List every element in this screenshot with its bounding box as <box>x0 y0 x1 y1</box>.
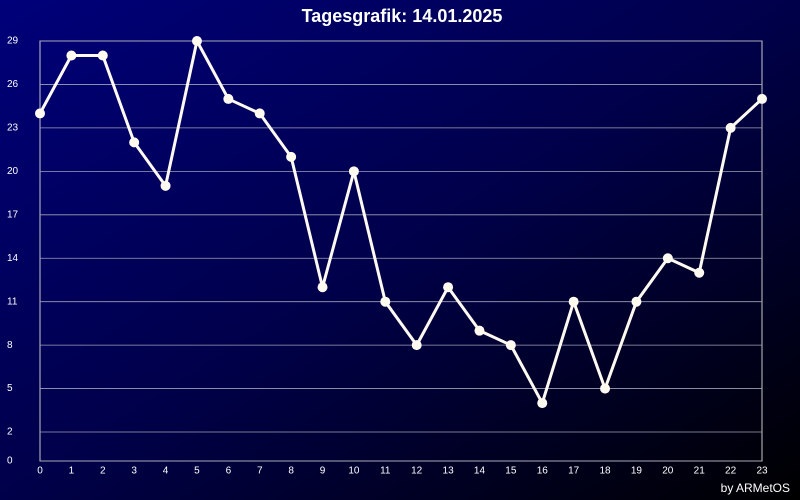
x-tick-label: 12 <box>411 466 423 477</box>
data-point <box>254 108 265 119</box>
x-tick-label: 0 <box>37 466 43 477</box>
data-point <box>631 296 642 307</box>
x-tick-label: 8 <box>288 466 294 477</box>
data-point <box>537 398 548 409</box>
y-tick-label: 5 <box>7 383 13 394</box>
data-point <box>66 50 77 61</box>
y-tick-label: 29 <box>7 36 19 47</box>
data-line <box>38 39 764 405</box>
data-point <box>725 122 736 133</box>
y-tick-label: 14 <box>7 253 19 264</box>
data-point <box>317 282 328 293</box>
data-point <box>286 151 297 162</box>
y-tick-label: 17 <box>7 209 19 220</box>
data-point <box>348 166 359 177</box>
data-point <box>191 36 202 46</box>
y-tick-label: 2 <box>7 427 13 438</box>
data-point <box>223 93 234 104</box>
data-point <box>694 267 705 278</box>
x-tick-label: 21 <box>694 466 706 477</box>
x-tick-label: 13 <box>443 466 455 477</box>
x-tick-label: 17 <box>568 466 580 477</box>
x-tick-label: 5 <box>194 466 200 477</box>
y-tick-label: 11 <box>7 296 18 307</box>
data-point <box>35 108 45 119</box>
data-point <box>474 325 485 336</box>
data-point <box>129 137 140 148</box>
x-tick-label: 22 <box>725 466 737 477</box>
data-point <box>411 340 422 351</box>
x-tick-label: 19 <box>631 466 643 477</box>
x-tick-label: 4 <box>163 466 169 477</box>
credit: by ARMetOS <box>721 481 790 495</box>
y-tick-label: 8 <box>7 340 13 351</box>
data-point <box>568 296 579 307</box>
x-tick-label: 15 <box>505 466 517 477</box>
x-tick-label: 18 <box>599 466 611 477</box>
data-point <box>662 253 673 264</box>
x-tick-label: 16 <box>537 466 549 477</box>
x-tick-label: 10 <box>348 466 360 477</box>
data-point <box>443 282 454 293</box>
data-point <box>600 383 611 394</box>
x-tick-label: 9 <box>320 466 326 477</box>
y-tick-label: 0 <box>7 456 13 467</box>
data-point <box>380 296 391 307</box>
x-tick-label: 3 <box>131 466 137 477</box>
data-point <box>505 340 516 351</box>
x-tick-label: 2 <box>100 466 106 477</box>
x-tick-label: 7 <box>257 466 263 477</box>
data-point <box>757 93 767 104</box>
x-tick-label: 11 <box>380 466 391 477</box>
x-tick-label: 6 <box>226 466 232 477</box>
x-tick-label: 23 <box>756 466 768 477</box>
x-tick-label: 1 <box>69 466 75 477</box>
x-tick-label: 20 <box>662 466 674 477</box>
y-tick-label: 26 <box>7 79 19 90</box>
data-point <box>97 50 108 61</box>
data-point <box>160 180 171 191</box>
y-tick-label: 20 <box>7 166 19 177</box>
chart-title: Tagesgrafik: 14.01.2025 <box>302 6 503 26</box>
y-tick-label: 23 <box>7 123 19 134</box>
x-tick-label: 14 <box>474 466 486 477</box>
